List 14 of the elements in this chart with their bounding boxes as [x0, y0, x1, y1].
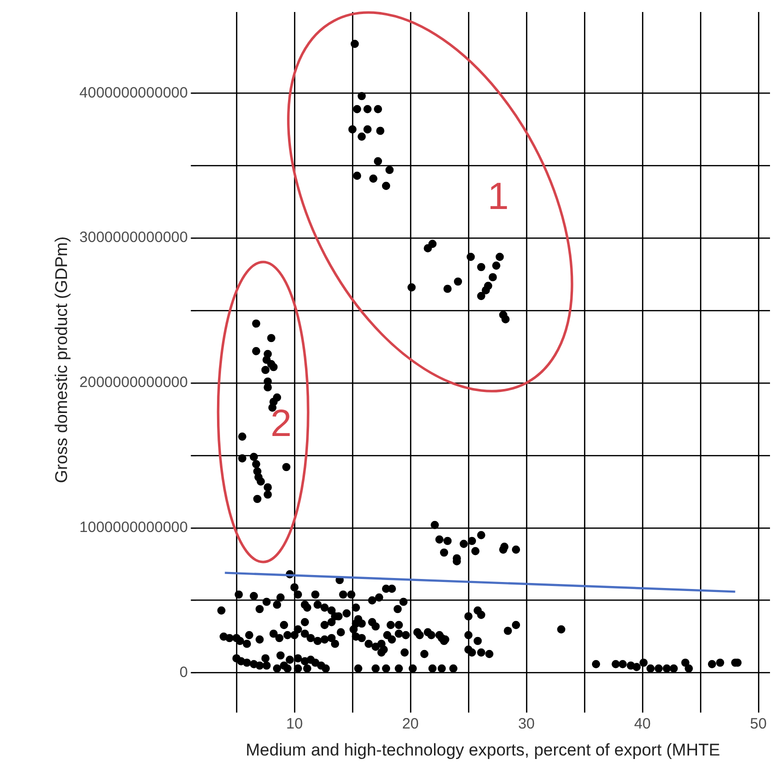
annotation: 2	[270, 403, 292, 445]
x-tick-label: 30	[518, 716, 535, 733]
annotation: 1	[488, 176, 509, 218]
y-axis-title: Gross domestic product (GDPm)	[52, 236, 71, 484]
x-tick-label: 40	[634, 716, 651, 733]
y-tick-label: 2000000000000	[79, 374, 188, 392]
x-tick-label: 10	[286, 716, 303, 733]
y-tick-label: 1000000000000	[79, 519, 188, 536]
y-tick-label: 3000000000000	[79, 229, 188, 246]
x-tick-label: 50	[750, 716, 767, 733]
y-tick-label: 0	[180, 664, 188, 681]
x-tick-label: 20	[402, 716, 419, 733]
x-axis-title: Medium and high-technology exports, percent of export (MHTE	[246, 740, 720, 760]
y-tick-label: 4000000000000	[79, 84, 188, 102]
